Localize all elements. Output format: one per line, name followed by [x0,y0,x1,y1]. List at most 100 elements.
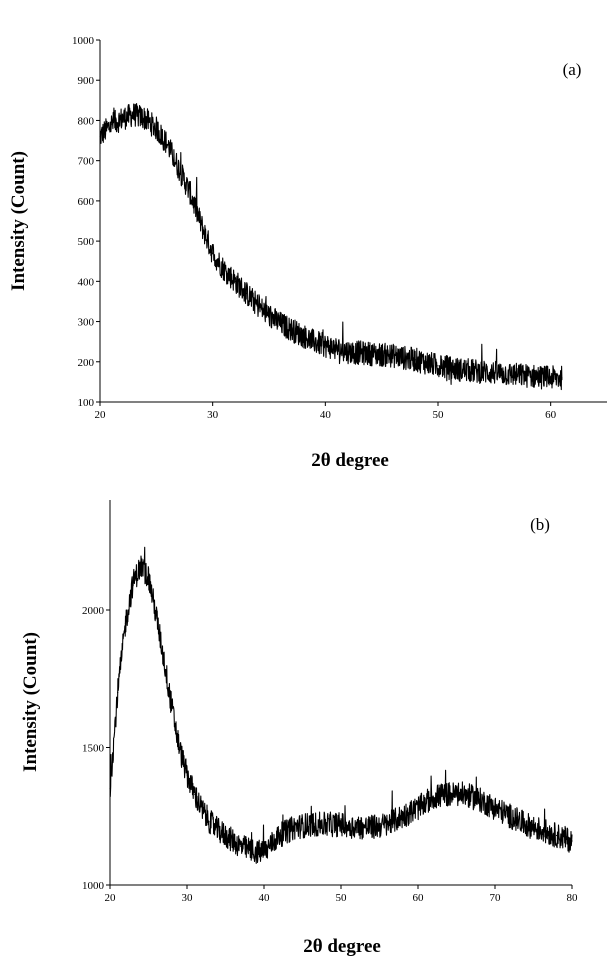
data-point [209,821,211,823]
y-tick-label: 800 [78,115,95,127]
data-point [234,280,236,282]
data-point [279,323,281,325]
data-point [255,851,257,853]
data-point [117,691,119,694]
data-point [178,168,180,170]
data-point [371,826,373,828]
data-series-line [99,103,563,391]
y-tick-label: 1500 [82,743,105,755]
data-point [163,658,165,661]
data-point [263,851,265,853]
data-point [459,369,462,371]
data-point [232,840,234,842]
data-point [550,377,552,379]
data-point [186,774,188,776]
data-point [527,375,529,377]
chart-panel-b: 20 30 40 50 60 70 80 1000 1500 2000 2θ degree Inten… [20,500,578,957]
data-point [482,371,484,373]
x-axis-title: 2θ degree [303,936,381,957]
data-point [124,623,126,625]
data-point [386,823,388,826]
data-point [268,314,270,317]
data-point [155,127,157,130]
data-point [121,117,124,119]
data-point [302,335,304,337]
x-tick-label: 40 [320,409,332,421]
panel-label: (b) [530,515,550,534]
data-point [417,807,419,809]
data-point [355,826,357,828]
y-tick-label: 700 [78,156,95,168]
data-point [448,793,450,795]
data-point [525,823,527,826]
data-point [290,329,293,331]
y-axis-title: Intensity (Count) [20,632,41,772]
data-point [224,834,227,837]
data-point [189,192,191,194]
data-point [309,823,311,826]
data-point [223,268,225,270]
x-tick-label: 70 [490,892,502,904]
data-point [556,834,558,837]
data-series-line [109,546,573,864]
data-point [432,796,434,798]
data-point [325,823,327,826]
data-point [437,365,439,367]
data-point [200,224,202,226]
data-point [110,123,112,126]
data-point [313,341,315,343]
data-point [494,807,496,809]
data-point [505,373,507,375]
data-point [347,351,349,353]
data-point [414,359,417,361]
y-tick-label: 2000 [82,605,105,617]
data-point [257,304,259,307]
y-axis-title: Intensity (Count) [8,151,29,291]
data-point [178,746,180,749]
panel-label: (a) [563,60,582,79]
data-point [212,252,214,254]
data-point [144,117,146,119]
data-point [194,793,196,795]
x-tick-label: 30 [182,892,194,904]
data-point [392,355,394,357]
data-point [278,834,280,837]
y-tick-label: 1000 [72,35,95,47]
x-tick-label: 30 [207,409,219,421]
data-point [463,793,465,795]
chart-panel-a: 20 30 40 50 60 100 200 300 400 500 600 700 800 900 100… [8,35,607,471]
y-tick-label: 100 [78,397,95,409]
data-point [147,576,150,578]
x-tick-label: 50 [433,409,445,421]
data-point [340,823,342,826]
data-point [369,353,371,355]
x-tick-label: 40 [259,892,271,904]
data-point [140,565,142,567]
data-point [294,826,296,828]
data-point [245,292,248,294]
data-point [155,614,157,617]
data-point [109,788,111,790]
y-tick-label: 400 [78,276,95,288]
data-point [132,581,134,584]
data-point [171,705,173,707]
y-tick-label: 200 [78,357,95,369]
x-axis-title: 2θ degree [311,450,389,471]
y-tick-label: 1000 [82,880,105,892]
data-point [509,815,511,817]
data-point [402,815,404,817]
y-tick-label: 600 [78,196,95,208]
data-point [479,799,481,801]
data-point [201,810,203,812]
x-tick-label: 20 [95,409,107,421]
data-point [217,829,219,831]
x-tick-label: 50 [336,892,348,904]
x-tick-label: 60 [545,409,557,421]
x-tick-label: 80 [567,892,579,904]
x-tick-label: 60 [413,892,425,904]
data-point [571,840,573,842]
data-point [167,144,169,146]
data-point [133,113,135,115]
data-point [99,135,101,138]
